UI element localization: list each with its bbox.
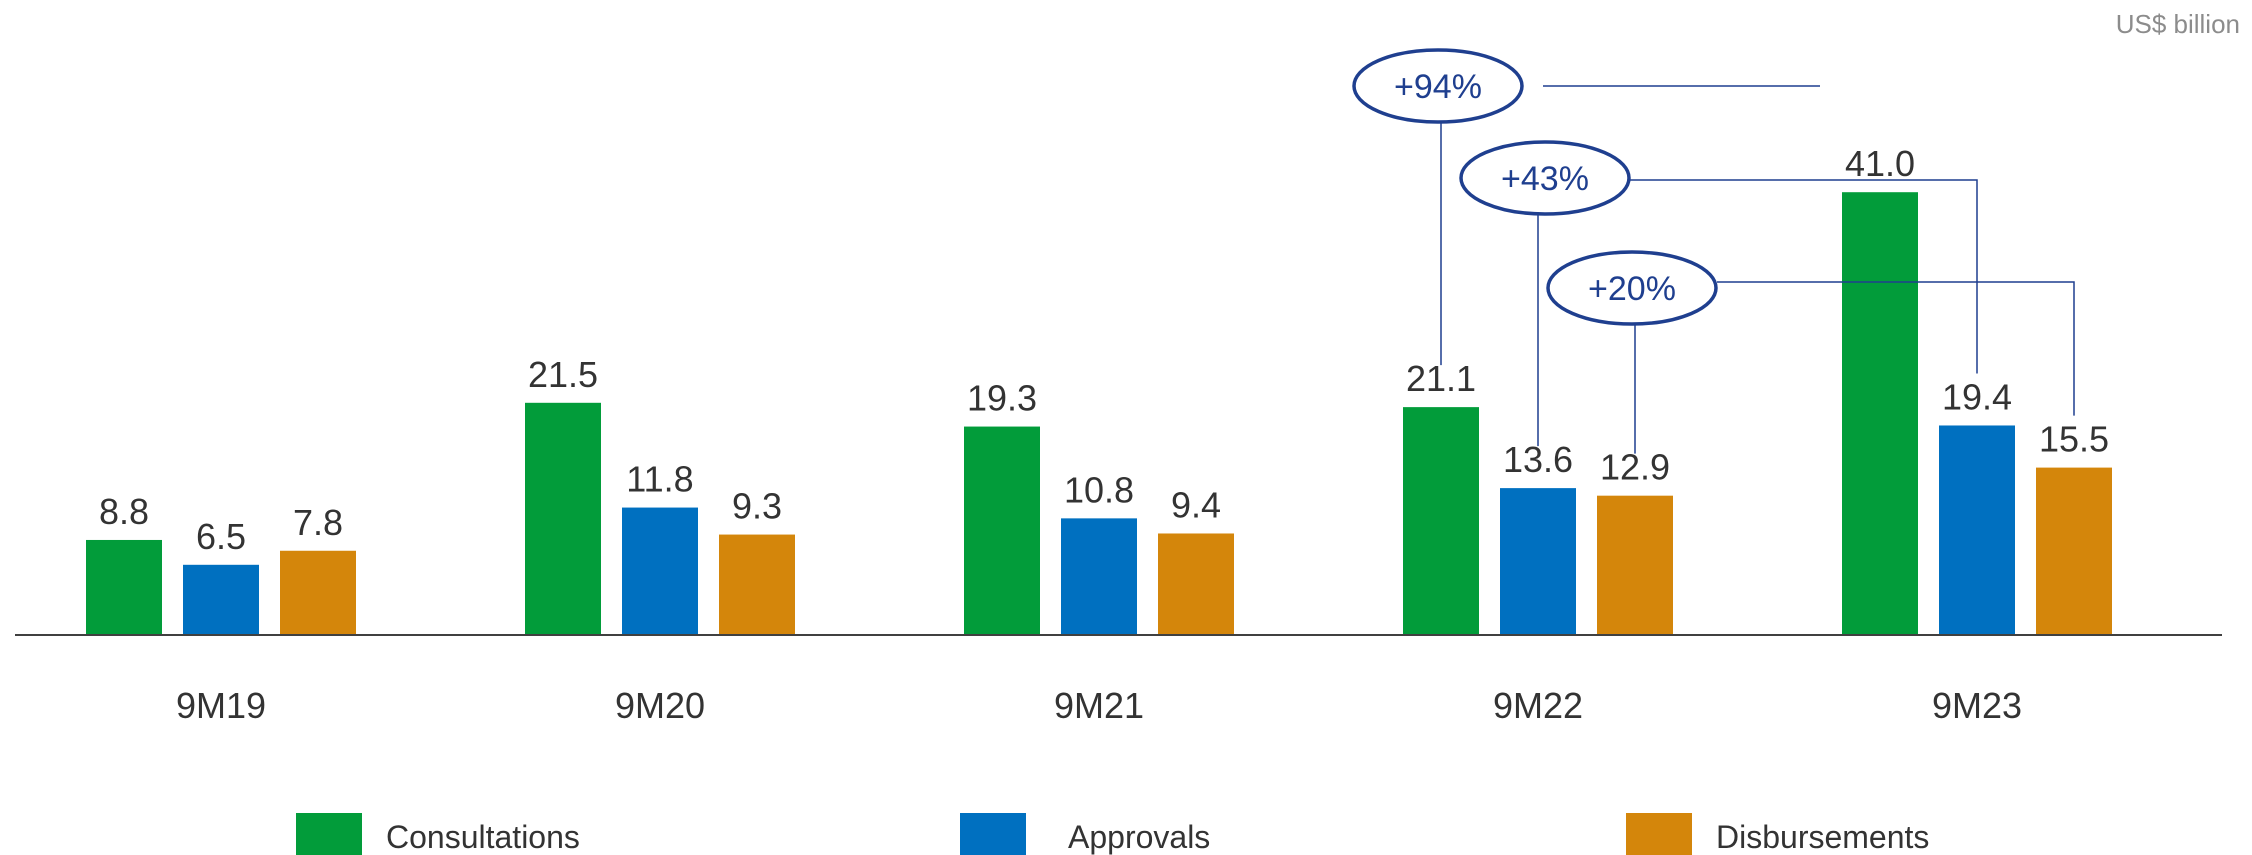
bar-disbursements-9m23 — [2036, 467, 2112, 635]
value-label-disbursements-9m21: 9.4 — [1171, 484, 1221, 525]
legend-label-approvals: Approvals — [1068, 819, 1210, 855]
category-label-9m22: 9M22 — [1493, 685, 1583, 726]
legend-swatch-consultations — [296, 813, 362, 855]
legend: Consultations Approvals Disbursements — [296, 813, 1929, 855]
bar-consultations-9m23 — [1842, 192, 1918, 635]
growth-label-1: +43% — [1501, 160, 1589, 198]
category-label-9m21: 9M21 — [1054, 685, 1144, 726]
bar-disbursements-9m22 — [1597, 495, 1673, 635]
growth-label-0: +94% — [1394, 68, 1482, 106]
value-label-approvals-9m21: 10.8 — [1064, 469, 1134, 510]
bar-approvals-9m20 — [622, 507, 698, 635]
bar-consultations-9m19 — [86, 539, 162, 635]
bar-disbursements-9m20 — [719, 534, 795, 635]
value-label-consultations-9m20: 21.5 — [528, 354, 598, 395]
value-label-consultations-9m21: 19.3 — [967, 378, 1037, 419]
value-labels-layer: 8.821.519.3 21.141.06.511.8 10.813.619.47.… — [99, 143, 2109, 557]
value-label-disbursements-9m23: 15.5 — [2039, 419, 2109, 460]
bars-layer — [86, 192, 2112, 635]
connector-right-2 — [1717, 281, 2075, 416]
bar-disbursements-9m21 — [1158, 533, 1234, 635]
bar-approvals-9m22 — [1500, 488, 1576, 635]
category-label-9m19: 9M19 — [176, 685, 266, 726]
value-label-approvals-9m20: 11.8 — [626, 459, 693, 500]
legend-label-disbursements: Disbursements — [1716, 819, 1929, 855]
bar-disbursements-9m19 — [280, 550, 356, 635]
growth-label-2: +20% — [1588, 270, 1676, 308]
category-label-9m20: 9M20 — [615, 685, 705, 726]
legend-swatch-disbursements — [1626, 813, 1692, 855]
bar-consultations-9m21 — [964, 426, 1040, 635]
value-label-consultations-9m19: 8.8 — [99, 491, 149, 532]
bar-consultations-9m22 — [1403, 407, 1479, 635]
legend-swatch-approvals — [960, 813, 1026, 855]
connector-right-1 — [1630, 179, 1978, 374]
bar-consultations-9m20 — [525, 402, 601, 635]
growth-badge-2 — [1546, 250, 1718, 326]
bar-approvals-9m21 — [1061, 518, 1137, 635]
growth-badge-0 — [1352, 48, 1524, 124]
category-labels-layer: 9M19 9M20 9M21 9M22 9M23 — [176, 685, 2022, 726]
value-label-disbursements-9m19: 7.8 — [293, 502, 343, 543]
growth-badge-1 — [1459, 140, 1631, 216]
legend-label-consultations: Consultations — [386, 819, 580, 855]
value-label-approvals-9m19: 6.5 — [196, 516, 246, 557]
unit-label: US$ billion — [2116, 9, 2240, 39]
value-label-approvals-9m23: 19.4 — [1942, 376, 2012, 417]
value-label-disbursements-9m20: 9.3 — [732, 486, 782, 527]
bar-approvals-9m23 — [1939, 425, 2015, 635]
value-label-consultations-9m23: 41.0 — [1845, 143, 1915, 184]
bar-approvals-9m19 — [183, 564, 259, 635]
category-label-9m23: 9M23 — [1932, 685, 2022, 726]
growth-annotations-layer: +94% +43% +20% — [1352, 48, 2075, 454]
